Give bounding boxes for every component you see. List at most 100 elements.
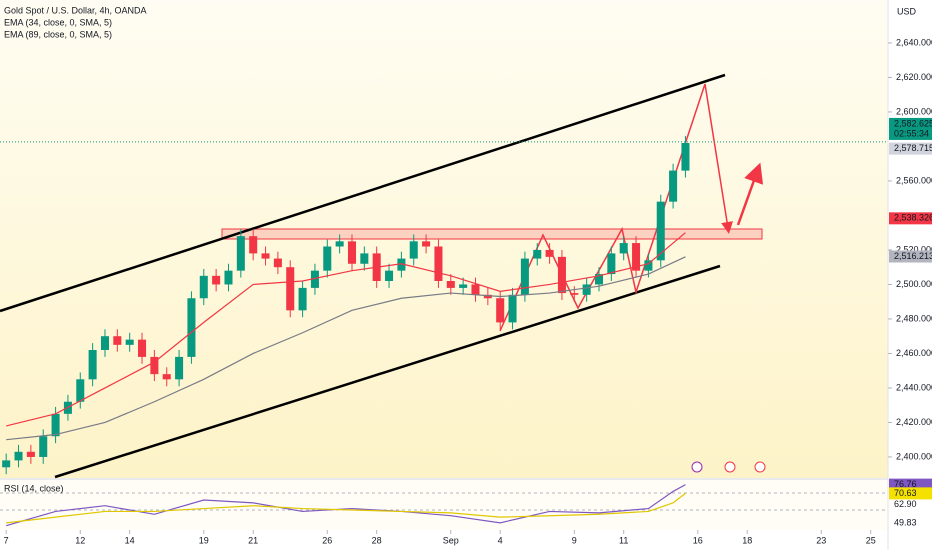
candle-body [310,270,319,288]
candle-body [594,274,604,285]
candle-body [422,241,431,247]
candle-body [681,143,690,171]
x-tick-label: 9 [572,535,577,545]
candle-body [125,339,134,345]
price-label: 76.76 [894,479,917,489]
candle-body [212,275,221,285]
candle-body [508,294,517,323]
y-tick-label: 2,500.000 [896,279,932,289]
x-tick-label: 25 [866,535,876,545]
x-tick-label: 16 [693,535,703,545]
candle-body [360,253,369,264]
x-tick-label: 14 [125,535,135,545]
x-tick-label: 19 [199,535,209,545]
candle-body [14,451,23,461]
candle-body [113,336,122,345]
channel-upper [0,73,726,313]
rsi-title: RSI (14, close) [4,483,64,493]
y-axis-label: USD [897,6,917,16]
x-tick-label: 4 [498,535,503,545]
line-series [6,492,686,524]
y-tick-label: 2,420.000 [896,417,932,427]
candle-body [88,350,97,380]
price-label: 62.90 [894,499,917,509]
y-tick-label: 2,460.000 [896,348,932,358]
candle-body [100,336,109,351]
candle-body [175,356,184,380]
candle-body [26,451,35,457]
line-series [6,256,686,441]
y-tick-label: 2,400.000 [896,451,932,461]
candle-body [434,246,443,282]
candle-body [273,258,282,268]
candle-body [199,275,208,299]
candle-body [261,253,270,259]
price-label-box [889,117,932,140]
price-label: 2,516.213 [894,251,932,261]
candle-body [335,241,344,247]
candle-body [570,293,579,295]
line-series [6,232,686,427]
event-icon[interactable] [691,461,703,473]
candle-body [347,241,357,264]
candle-body [2,460,11,468]
candle-body [224,270,233,285]
candle-body [557,256,566,294]
y-tick-label: 2,640.000 [896,37,932,47]
drawings [0,73,766,479]
price-label: 2,582.625 [894,118,932,128]
candle-body [656,201,665,261]
candle-body [669,170,678,202]
candle-body [162,374,171,380]
rsi-pane [0,480,888,530]
countdown: 02:55:34 [894,128,929,138]
candle-body [385,270,394,282]
x-tick-label: 11 [619,535,628,545]
x-tick-label: 7 [4,535,9,545]
event-icon[interactable] [724,461,736,473]
price-label-box [889,250,932,263]
candle-body [446,281,455,288]
y-tick-label: 2,600.000 [896,106,932,116]
chart-title: Gold Spot / U.S. Dollar, 4h, OANDA [4,5,147,15]
candle-body [286,267,295,311]
candle-body [582,284,591,295]
candle-body [397,258,406,271]
y-tick-label: 2,440.000 [896,382,932,392]
price-label-box [889,212,932,225]
price-label-box [889,487,932,500]
candle-body [533,249,542,259]
candle-body [471,284,480,295]
x-tick-label: 23 [816,535,826,545]
y-tick-label: 2,620.000 [896,72,932,82]
candle-body [520,258,529,295]
candle-body [496,298,505,323]
candle-body [236,236,245,271]
x-tick-label: 28 [372,535,382,545]
legend-entry: EMA (34, close, 0, SMA, 5) [4,17,112,27]
candle-body [51,413,60,437]
candle-body [644,260,653,271]
x-tick-label: 18 [742,535,752,545]
projection-path [499,83,733,332]
candle-body [632,243,641,271]
price-label: 49.83 [894,517,917,527]
x-tick-label: 26 [322,535,332,545]
channel-lower [54,264,721,479]
candle-body [298,287,307,311]
candle-body [249,236,258,254]
candle-body [459,284,468,288]
projection-arrow [736,162,764,226]
candle-body [619,243,628,254]
y-tick-label: 2,560.000 [896,175,932,185]
y-tick-label: 2,480.000 [896,313,932,323]
price-label-box [889,142,932,155]
y-tick-label: 2,520.000 [896,244,932,254]
legend-entry: EMA (89, close, 0, SMA, 5) [4,29,112,39]
price-label: 2,538.326 [894,213,932,223]
candle-body [545,249,554,257]
event-icon[interactable] [754,461,766,473]
candle-body [150,356,159,375]
resistance-zone [221,228,763,240]
